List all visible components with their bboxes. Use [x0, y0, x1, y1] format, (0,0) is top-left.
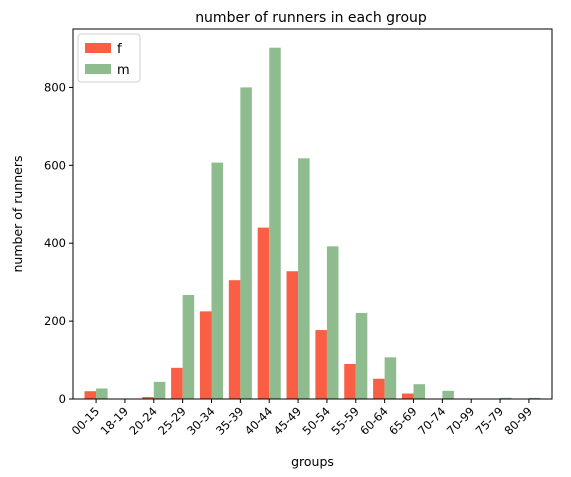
x-tick-label: 45-49 — [271, 404, 305, 438]
bar-m-60-64 — [384, 357, 397, 399]
x-tick-label: 70-74 — [415, 404, 449, 438]
bar-m-20-24 — [153, 381, 166, 399]
plot-frame — [72, 28, 553, 400]
legend-label-m: m — [117, 63, 130, 78]
bar-f-50-54 — [315, 330, 327, 399]
x-tick-label: 65-69 — [386, 404, 420, 438]
legend: f m — [77, 33, 141, 83]
x-tick-label: 55-59 — [328, 404, 362, 438]
y-axis-label: number of runners — [10, 155, 25, 272]
x-ticks-group: 00-1518-1920-2425-2930-3435-3940-4445-49… — [69, 399, 535, 438]
y-ticks-group: 0 200 400 600 800 — [44, 80, 73, 406]
y-tick-label: 200 — [44, 314, 66, 328]
y-tick-label: 600 — [44, 158, 66, 172]
bar-f-60-64 — [373, 378, 385, 399]
chart-title: number of runners in each group — [195, 10, 427, 26]
bar-f-20-24 — [142, 397, 154, 399]
x-tick-label: 40-44 — [242, 404, 276, 438]
bar-m-35-39 — [240, 87, 252, 400]
bar-f-35-39 — [228, 280, 241, 399]
y-tick-label: 0 — [59, 392, 66, 406]
bar-m-50-54 — [326, 246, 339, 399]
bar-m-75-79 — [500, 397, 512, 399]
legend-label-f: f — [117, 42, 122, 57]
x-tick-label: 80-99 — [502, 404, 536, 438]
x-tick-label: 25-29 — [155, 404, 189, 438]
x-tick-label: 75-79 — [473, 404, 507, 438]
legend-swatch-f — [85, 43, 111, 53]
legend-swatch-m — [85, 64, 111, 74]
bar-m-30-34 — [211, 162, 224, 399]
legend-box — [77, 33, 141, 83]
bar-m-40-44 — [269, 47, 281, 399]
x-tick-label: 50-54 — [300, 404, 334, 438]
bar-f-30-34 — [199, 311, 212, 399]
x-tick-label: 00-15 — [69, 404, 103, 438]
bar-f-45-49 — [286, 271, 299, 399]
bar-f-65-69 — [401, 393, 414, 399]
bar-m-25-29 — [182, 295, 195, 399]
x-tick-label: 70-99 — [444, 404, 478, 438]
y-tick-label: 800 — [44, 80, 66, 94]
bar-f-25-29 — [171, 367, 183, 399]
bar-f-00-15 — [84, 391, 97, 399]
bars-group — [84, 47, 541, 400]
y-tick-label: 400 — [44, 236, 66, 250]
bar-m-70-74 — [442, 390, 454, 399]
bar-m-55-59 — [355, 312, 368, 399]
x-tick-label: 60-64 — [357, 404, 391, 438]
bar-m-45-49 — [298, 158, 310, 399]
x-axis-label: groups — [291, 454, 334, 469]
x-tick-label: 18-19 — [98, 404, 132, 438]
x-tick-label: 30-34 — [184, 404, 218, 438]
bar-m-00-15 — [96, 388, 108, 399]
bar-m-65-69 — [413, 384, 426, 399]
bar-f-40-44 — [257, 227, 270, 399]
x-tick-label: 20-24 — [126, 404, 160, 438]
bar-f-55-59 — [344, 363, 356, 399]
bar-m-80-99 — [528, 397, 541, 399]
x-tick-label: 35-39 — [213, 404, 247, 438]
